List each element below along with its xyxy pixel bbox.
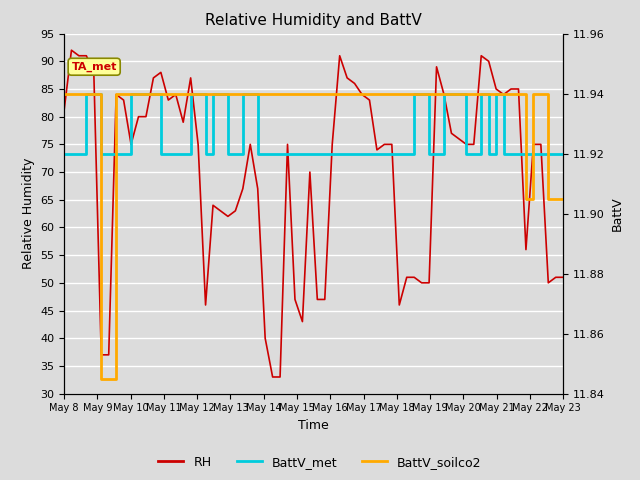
Y-axis label: Relative Humidity: Relative Humidity [22,158,35,269]
Legend: RH, BattV_met, BattV_soilco2: RH, BattV_met, BattV_soilco2 [154,451,486,474]
Y-axis label: BattV: BattV [611,196,623,231]
Title: Relative Humidity and BattV: Relative Humidity and BattV [205,13,422,28]
X-axis label: Time: Time [298,419,329,432]
Text: TA_met: TA_met [72,61,117,72]
